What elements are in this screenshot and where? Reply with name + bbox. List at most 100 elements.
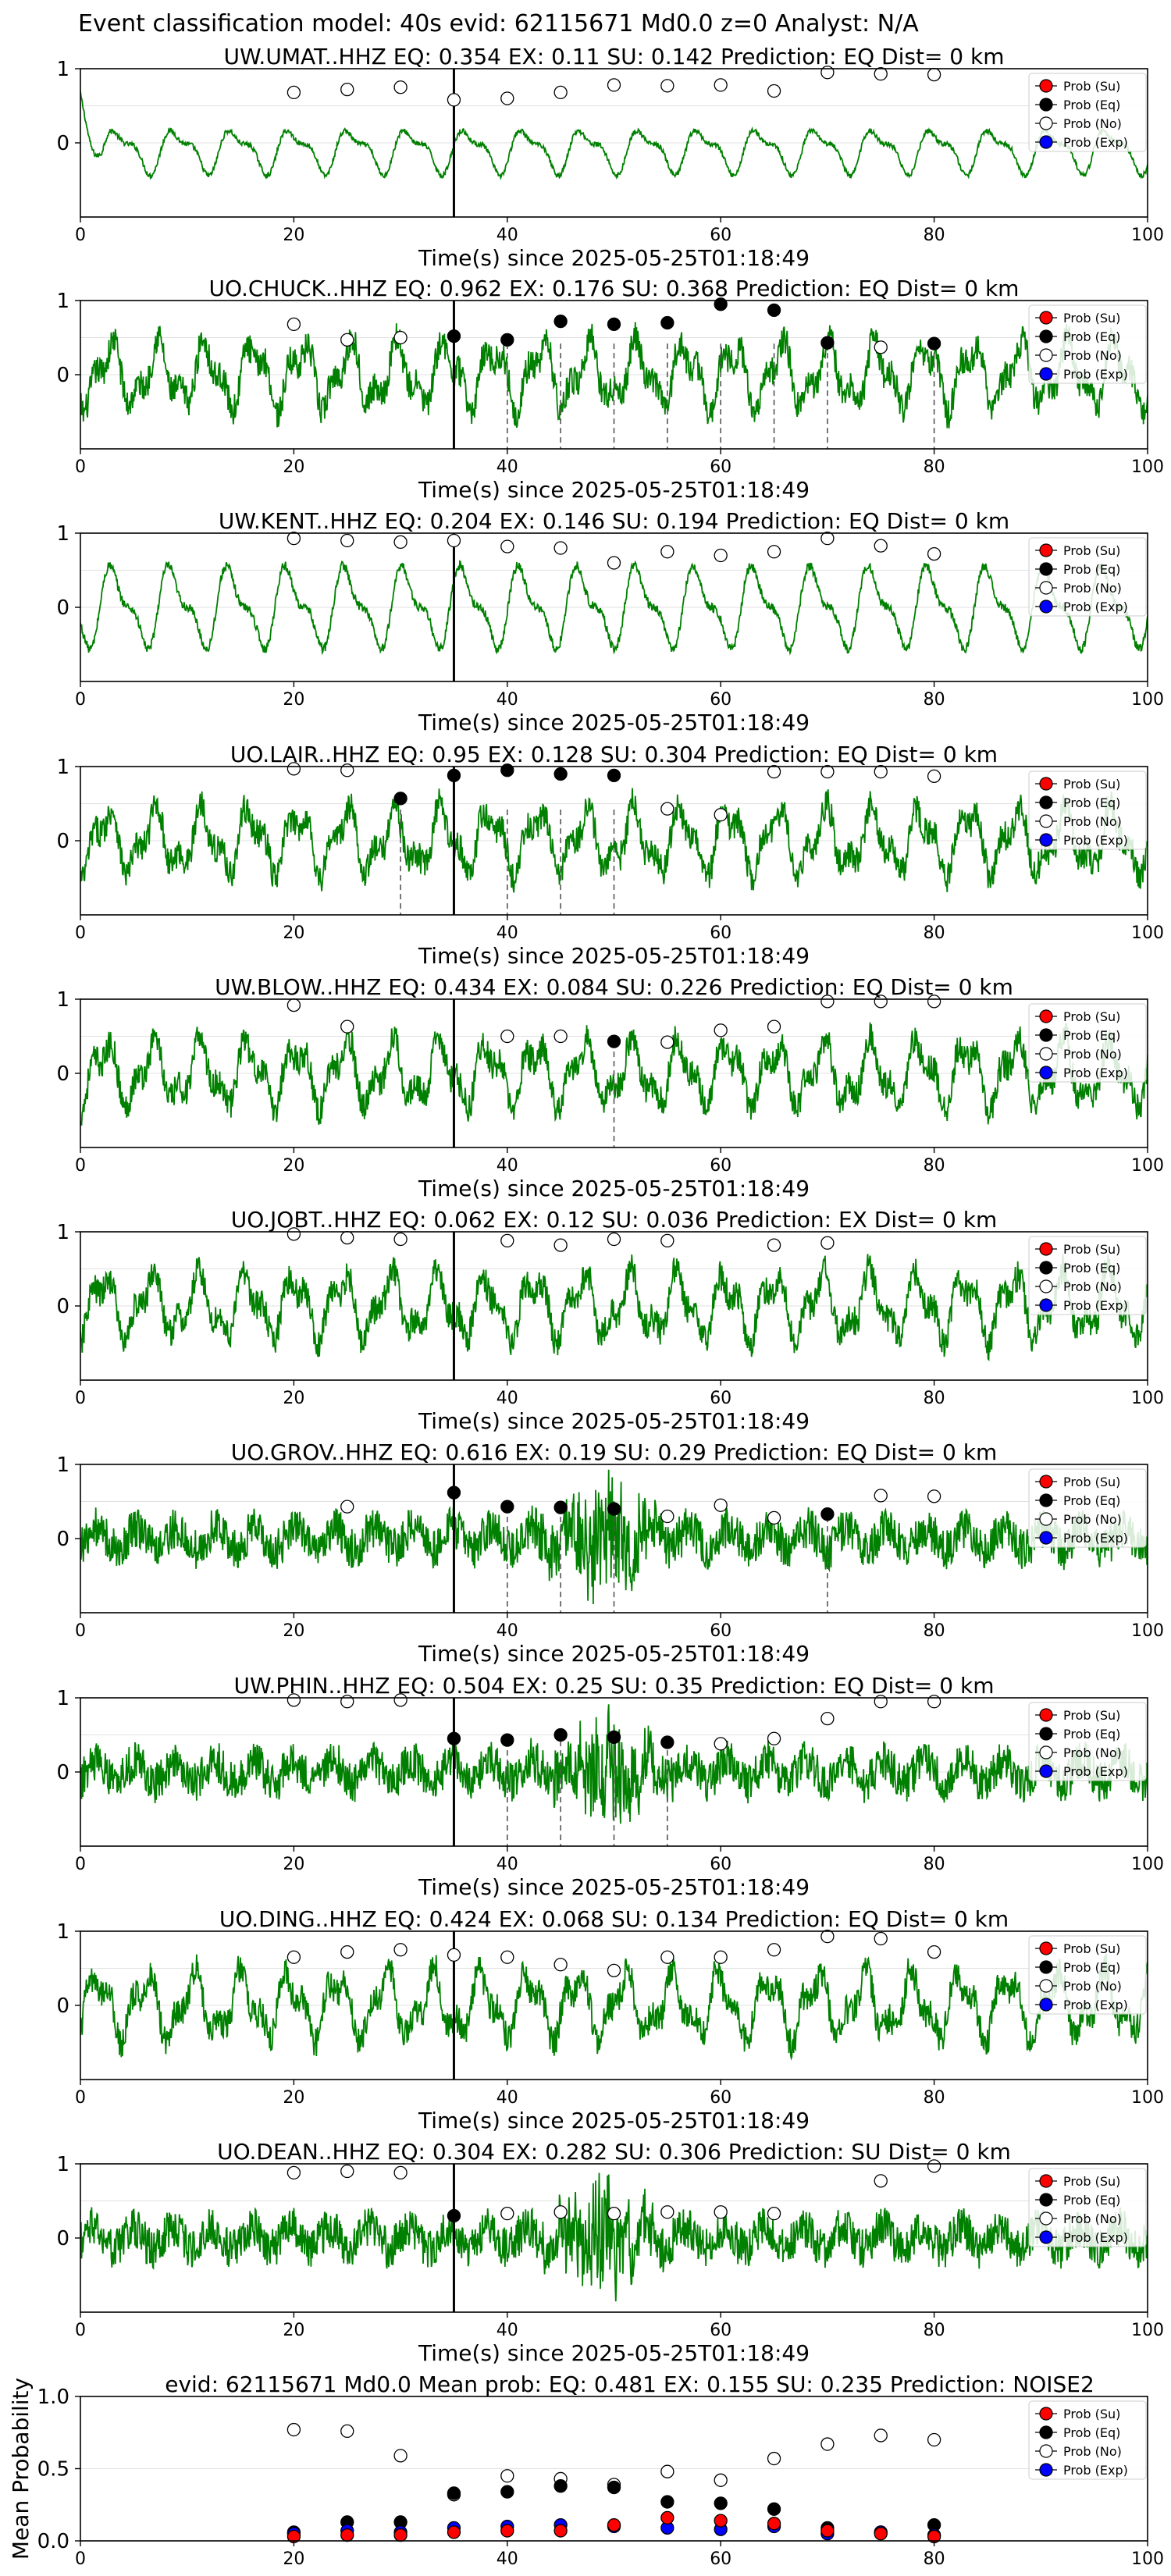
panel-9-no-point-11	[874, 1931, 888, 1946]
panel-2-xtick-label-5: 100	[1131, 457, 1164, 477]
panel-7-legend-marker-0	[1039, 1475, 1053, 1489]
panel-6-legend-label-2: Prob (No)	[1063, 1279, 1122, 1294]
panel-3-ytick-label-1: 0	[56, 596, 69, 620]
panel-9-ytick-label-0: 1	[56, 1920, 69, 1944]
panel-5-no-point-0	[287, 998, 301, 1012]
panel-8-ytick-label-0: 1	[56, 1687, 69, 1710]
mean-legend-box	[1028, 2400, 1147, 2480]
panel-5-legend-marker-3	[1039, 1066, 1053, 1080]
panel-9-ytick-label-1: 0	[56, 1994, 69, 2018]
mean-point-3-6	[607, 2517, 621, 2532]
panel-10-no-point-12	[927, 2159, 941, 2173]
station-panel-5: 0 20 40 60 80 100 1 0 UW.BLOW..HHZ EQ: 0.434 EX:…	[56, 974, 1164, 1201]
panel-3-no-point-2	[393, 535, 408, 550]
panel-8-eq-point-4	[500, 1733, 514, 1747]
panel-2-xtick-label-0: 0	[75, 457, 86, 477]
panel-3-legend-marker-2	[1039, 581, 1053, 595]
panel-3-xtick-label-4: 80	[924, 690, 945, 710]
panel-8-no-point-9	[767, 1731, 781, 1745]
panel-6-no-point-1	[340, 1230, 354, 1245]
panel-7-no-point-7	[660, 1509, 674, 1524]
panel-10-waveform	[80, 2172, 1148, 2302]
panel-10-xtick-label-2: 40	[497, 2321, 518, 2340]
panel-7-title: UO.GROV..HHZ EQ: 0.616 EX: 0.19 SU: 0.29…	[231, 1439, 998, 1465]
panel-6-no-point-0	[287, 1227, 301, 1241]
panel-5-legend-marker-1	[1039, 1028, 1053, 1042]
panel-3-legend-marker-0	[1039, 543, 1053, 557]
panel-6-xtick-label-3: 60	[710, 1389, 731, 1408]
panel-5-xtick-label-0: 0	[75, 1156, 86, 1176]
panel-7-eq-point-5	[553, 1500, 568, 1514]
panel-7-eq-point-6	[607, 1502, 621, 1516]
panel-5-xtick-label-1: 20	[283, 1156, 304, 1176]
panel-4-eq-point-5	[553, 767, 568, 781]
panel-6-xtick-label-0: 0	[75, 1389, 86, 1408]
station-panel-4: 0 20 40 60 80 100 1 0 UO.LAIR..HHZ EQ: 0.95 EX: …	[56, 742, 1164, 969]
panel-6-xlabel: Time(s) since 2025-05-25T01:18:49	[418, 1408, 810, 1434]
panel-1-no-point-1	[340, 82, 354, 97]
panel-1-xtick-label-1: 20	[283, 226, 304, 245]
panel-3-no-point-8	[714, 548, 728, 563]
panel-10-no-point-7	[660, 2205, 674, 2219]
panel-4-legend-marker-3	[1039, 833, 1053, 847]
panel-7-no-point-9	[767, 1510, 781, 1525]
panel-5-xtick-label-4: 80	[924, 1156, 945, 1176]
panel-5-legend-label-2: Prob (No)	[1063, 1047, 1122, 1062]
panel-2-legend-label-0: Prob (Su)	[1063, 311, 1120, 326]
mean-point-1-9	[767, 2502, 781, 2516]
panel-6-xtick-label-1: 20	[283, 1389, 304, 1408]
panel-6-xtick-label-2: 40	[497, 1389, 518, 1408]
panel-8-ytick-label-1: 0	[56, 1761, 69, 1784]
panel-6-ytick-label-0: 1	[56, 1221, 69, 1244]
panel-1-legend-box	[1028, 73, 1147, 152]
panel-1-legend-label-0: Prob (Su)	[1063, 79, 1120, 94]
panel-4-legend-label-1: Prob (Eq)	[1063, 795, 1120, 810]
panel-8-legend-marker-0	[1039, 1708, 1053, 1722]
panel-6-legend-label-1: Prob (Eq)	[1063, 1261, 1120, 1276]
panel-6-xtick-label-5: 100	[1131, 1389, 1164, 1408]
panel-6-no-point-5	[553, 1238, 568, 1252]
panel-4-xtick-label-4: 80	[924, 923, 945, 943]
panel-5-xtick-label-5: 100	[1131, 1156, 1164, 1176]
mean-xtick-label-1: 20	[283, 2549, 304, 2569]
panel-7-no-point-12	[927, 1489, 941, 1503]
panel-8-xlabel: Time(s) since 2025-05-25T01:18:49	[418, 1874, 810, 1900]
mean-point-3-9	[767, 2517, 781, 2531]
panel-3-waveform	[80, 560, 1148, 656]
panel-3-legend-label-1: Prob (Eq)	[1063, 562, 1120, 577]
mean-point-0-12	[927, 2432, 941, 2447]
panel-10-no-point-6	[607, 2206, 621, 2221]
panel-2-eq-point-5	[553, 314, 568, 329]
panel-3-no-point-1	[340, 533, 354, 548]
panel-1-xlabel: Time(s) since 2025-05-25T01:18:49	[418, 245, 810, 271]
mean-ytick-label-1: 0.5	[37, 2458, 69, 2482]
panel-10-xtick-label-3: 60	[710, 2321, 731, 2340]
panel-2-xtick-label-2: 40	[497, 457, 518, 477]
panel-9-no-point-1	[340, 1944, 354, 1959]
panel-9-no-point-2	[393, 1943, 408, 1957]
panel-2-legend-box	[1028, 304, 1147, 384]
panel-3-no-point-11	[874, 539, 888, 553]
panel-1-xtick-label-4: 80	[924, 226, 945, 245]
panel-2-no-point-11	[874, 340, 888, 354]
panel-2-no-point-2	[393, 330, 408, 345]
panel-8-eq-point-3	[447, 1731, 461, 1745]
panel-5-xtick-label-2: 40	[497, 1156, 518, 1176]
panel-5-legend-label-1: Prob (Eq)	[1063, 1028, 1120, 1043]
panel-5-no-point-10	[820, 994, 835, 1009]
panel-1-legend-label-3: Prob (Exp)	[1063, 135, 1128, 150]
panel-6-ytick-label-1: 0	[56, 1295, 69, 1318]
panel-8-xtick-label-1: 20	[283, 1855, 304, 1874]
panel-9-legend-marker-2	[1039, 1979, 1053, 1993]
panel-5-no-point-11	[874, 994, 888, 1009]
panel-7-xtick-label-0: 0	[75, 1621, 86, 1641]
panel-10-xtick-label-4: 80	[924, 2321, 945, 2340]
mean-xtick-label-0: 0	[75, 2549, 86, 2569]
panel-9-legend-box	[1028, 1935, 1147, 2015]
panel-6-no-point-9	[767, 1238, 781, 1252]
mean-point-3-5	[553, 2524, 568, 2538]
panel-4-legend-marker-0	[1039, 777, 1053, 791]
mean-point-3-11	[874, 2527, 888, 2541]
panel-2-legend-marker-1	[1039, 329, 1053, 343]
panel-4-no-point-12	[927, 769, 941, 783]
